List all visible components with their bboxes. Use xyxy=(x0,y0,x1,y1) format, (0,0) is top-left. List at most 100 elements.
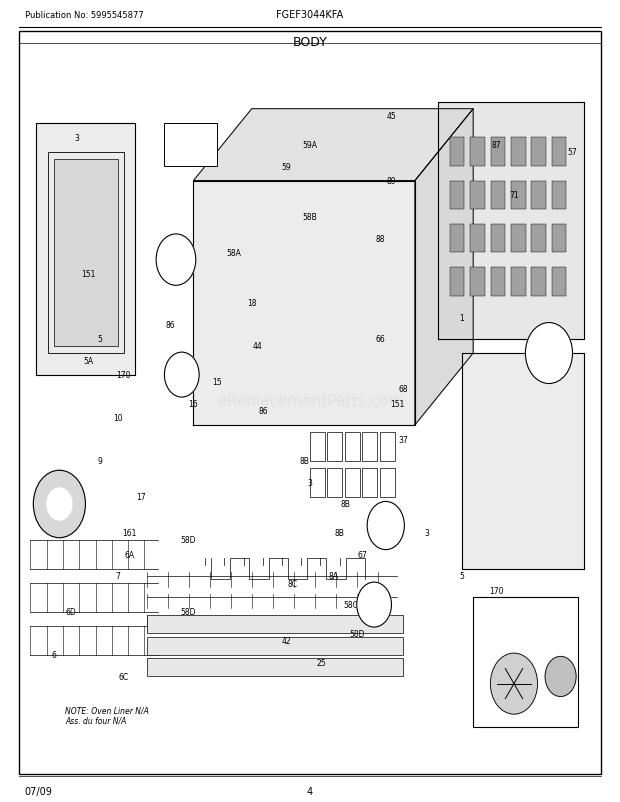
Polygon shape xyxy=(415,110,473,425)
Bar xyxy=(531,181,546,210)
Text: 6: 6 xyxy=(51,650,56,659)
Text: 62: 62 xyxy=(544,334,554,344)
Text: 16: 16 xyxy=(188,399,198,408)
Polygon shape xyxy=(438,103,584,339)
Text: 170: 170 xyxy=(117,371,131,379)
Text: 86: 86 xyxy=(166,320,175,330)
Text: 107: 107 xyxy=(35,500,49,508)
Bar xyxy=(490,138,505,167)
Bar xyxy=(470,225,485,253)
Bar xyxy=(552,267,567,296)
Text: 43: 43 xyxy=(375,514,385,523)
Text: 18: 18 xyxy=(247,299,257,308)
Bar xyxy=(380,468,394,497)
Text: 67: 67 xyxy=(358,550,367,559)
Text: 66: 66 xyxy=(375,334,385,344)
Text: 9: 9 xyxy=(98,457,103,466)
Bar xyxy=(363,468,377,497)
Bar xyxy=(490,225,505,253)
Bar xyxy=(470,267,485,296)
Text: 86: 86 xyxy=(259,407,268,415)
Circle shape xyxy=(545,657,576,697)
Text: 44: 44 xyxy=(253,342,262,351)
Text: 57: 57 xyxy=(567,148,577,157)
Bar xyxy=(450,225,464,253)
Circle shape xyxy=(490,654,538,715)
Text: 3: 3 xyxy=(308,478,312,488)
Text: 58D: 58D xyxy=(180,536,195,545)
Bar xyxy=(490,181,505,210)
Text: 151: 151 xyxy=(81,270,95,279)
Bar xyxy=(511,138,526,167)
Bar xyxy=(327,468,342,497)
Circle shape xyxy=(525,323,572,384)
Bar xyxy=(531,267,546,296)
Text: FGEF3044KFA: FGEF3044KFA xyxy=(277,10,343,20)
Text: 89: 89 xyxy=(387,176,396,186)
Text: 59A: 59A xyxy=(303,141,317,150)
Bar xyxy=(363,432,377,461)
Text: Publication No: 5995545877: Publication No: 5995545877 xyxy=(25,11,144,20)
Text: 1: 1 xyxy=(459,314,464,322)
Bar xyxy=(511,181,526,210)
Bar xyxy=(552,181,567,210)
Bar xyxy=(345,468,360,497)
Text: 151: 151 xyxy=(390,399,405,408)
Text: 111: 111 xyxy=(472,701,486,710)
Circle shape xyxy=(47,488,72,520)
Text: 58C: 58C xyxy=(343,601,358,610)
Polygon shape xyxy=(36,124,135,375)
Text: 5: 5 xyxy=(459,572,464,581)
Text: 87: 87 xyxy=(492,141,502,150)
Text: 17: 17 xyxy=(136,492,146,502)
Text: 5A: 5A xyxy=(84,356,94,365)
Text: 15: 15 xyxy=(212,378,221,387)
Circle shape xyxy=(367,502,404,550)
Text: 161: 161 xyxy=(122,529,136,537)
Bar xyxy=(450,138,464,167)
Text: 44: 44 xyxy=(166,241,175,250)
Text: 12: 12 xyxy=(159,263,169,272)
Text: 8B: 8B xyxy=(334,529,344,537)
Text: 58A: 58A xyxy=(227,249,242,257)
Bar xyxy=(473,597,578,727)
Text: 7: 7 xyxy=(115,572,120,581)
Bar xyxy=(310,468,325,497)
Circle shape xyxy=(164,353,199,398)
Text: 6D: 6D xyxy=(66,607,76,617)
Text: 45: 45 xyxy=(387,112,396,121)
Text: NOTE: Oven Liner N/A
Ass. du four N/A: NOTE: Oven Liner N/A Ass. du four N/A xyxy=(65,705,149,725)
Text: 6A: 6A xyxy=(124,550,135,559)
Bar xyxy=(511,267,526,296)
Bar xyxy=(327,432,342,461)
Text: 106: 106 xyxy=(495,636,510,646)
Text: 58D: 58D xyxy=(180,607,195,617)
Bar xyxy=(531,225,546,253)
Text: 6C: 6C xyxy=(118,672,128,681)
Text: VLGEF3045KFA: VLGEF3045KFA xyxy=(490,718,561,727)
Bar xyxy=(470,181,485,210)
Bar xyxy=(48,152,123,354)
Bar xyxy=(147,658,403,677)
Bar xyxy=(53,160,118,346)
Text: 63: 63 xyxy=(533,356,542,365)
Text: 58D: 58D xyxy=(349,629,365,638)
Text: 10: 10 xyxy=(113,414,123,423)
Bar xyxy=(511,225,526,253)
Text: 25: 25 xyxy=(317,658,327,666)
Text: eReplacementParts.com: eReplacementParts.com xyxy=(217,394,403,408)
Bar xyxy=(450,267,464,296)
Bar xyxy=(164,124,217,167)
Bar xyxy=(345,432,360,461)
Text: 8A: 8A xyxy=(329,572,339,581)
Text: 8B: 8B xyxy=(340,500,350,508)
Text: 88: 88 xyxy=(375,234,384,243)
Bar xyxy=(552,138,567,167)
Polygon shape xyxy=(193,181,415,425)
Text: 4: 4 xyxy=(307,786,313,796)
Circle shape xyxy=(33,471,86,538)
Text: 07/09: 07/09 xyxy=(25,786,53,796)
Text: 5A: 5A xyxy=(363,601,373,610)
Bar xyxy=(531,138,546,167)
Text: 109: 109 xyxy=(489,679,503,688)
